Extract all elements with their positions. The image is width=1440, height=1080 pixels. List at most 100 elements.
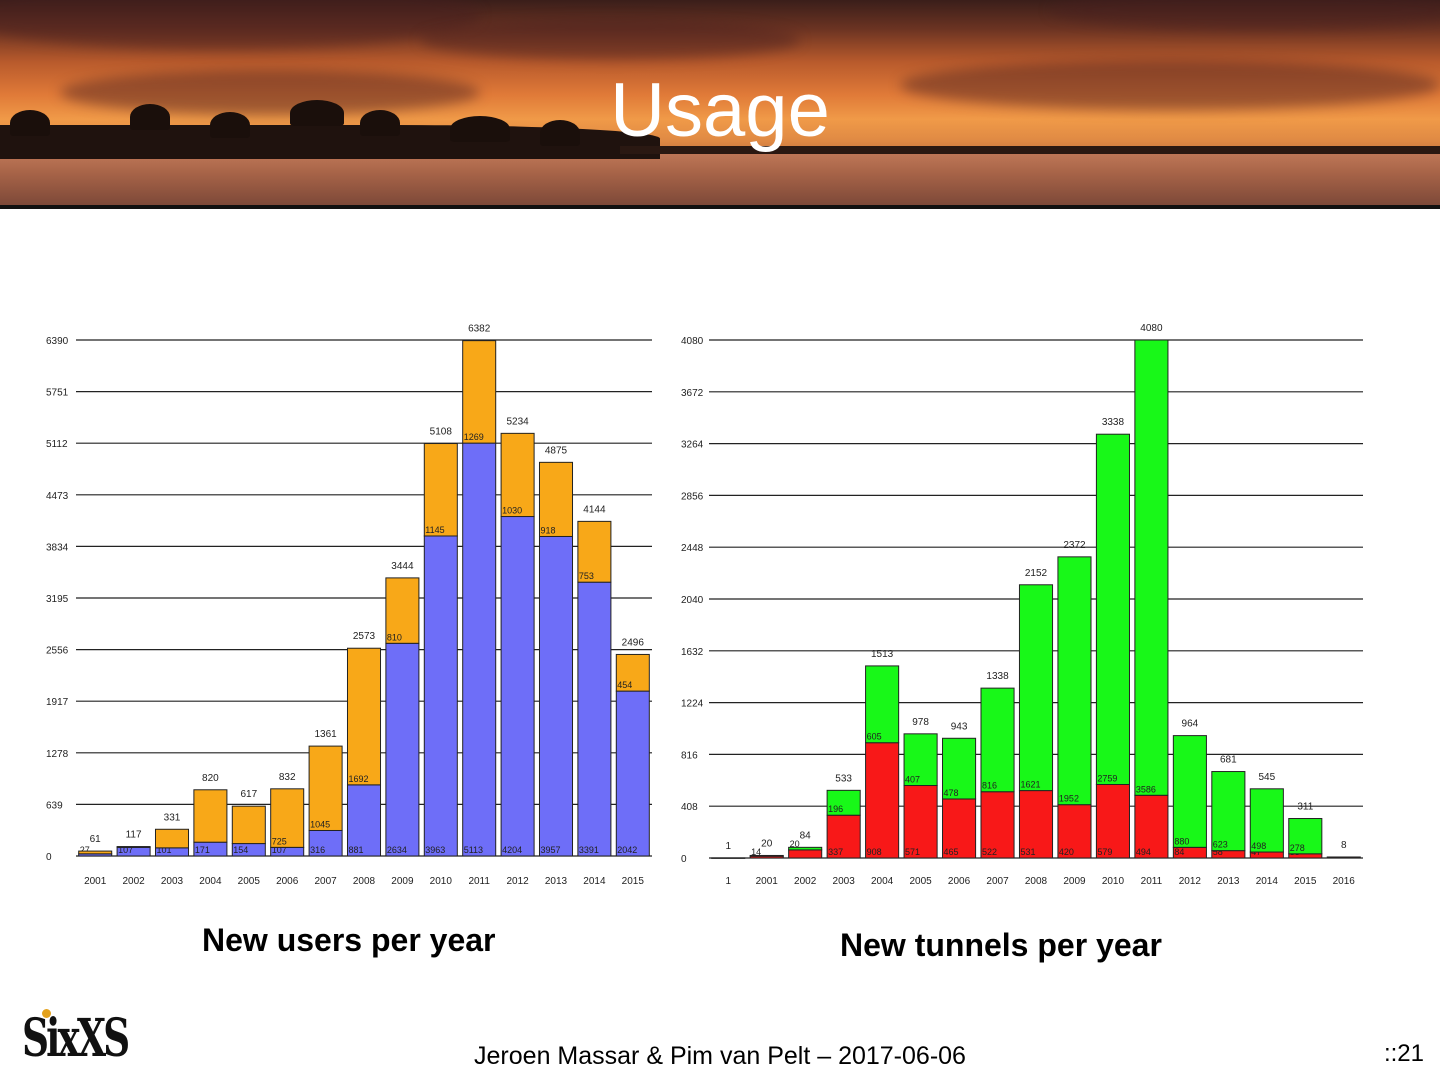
- logo-dot: [42, 1009, 51, 1018]
- y-tick-label: 3195: [46, 594, 69, 605]
- bar-segment: [500, 516, 535, 857]
- bar-segment: [346, 784, 382, 857]
- bar-segment: [462, 442, 497, 857]
- bar-total-label: 832: [279, 772, 296, 783]
- page-number: ::21: [1383, 1040, 1424, 1067]
- bar-total-label: 1513: [871, 649, 894, 660]
- x-tick-label: 2009: [1063, 876, 1086, 887]
- segment-value-label: 918: [540, 525, 555, 535]
- x-tick-label: 2006: [948, 876, 971, 887]
- x-tick-label: 2003: [161, 876, 184, 887]
- bar-total-label: 4080: [1140, 323, 1163, 334]
- segment-value-label: 1145: [425, 525, 444, 535]
- segment-value-label: 4204: [502, 845, 522, 855]
- segment-value-label: 494: [1136, 847, 1151, 857]
- segment-value-label: 880: [1174, 836, 1189, 846]
- sixxs-logo: SixXS: [22, 1008, 130, 1069]
- bar-total-label: 964: [1182, 719, 1199, 730]
- x-tick-label: 2005: [238, 876, 261, 887]
- segment-value-label: 154: [233, 845, 248, 855]
- bar-total-label: 2573: [353, 631, 376, 642]
- bar-segment: [1326, 856, 1361, 859]
- bar-segment: [308, 829, 343, 857]
- x-tick-label: 2002: [794, 876, 817, 887]
- x-tick-label: 2013: [545, 876, 568, 887]
- bar-total-label: 20: [761, 838, 773, 849]
- x-tick-label: 2013: [1217, 876, 1240, 887]
- y-tick-label: 3834: [46, 542, 69, 553]
- bar-segment: [577, 581, 612, 857]
- bar-segment: [385, 642, 420, 857]
- segment-value-label: 1045: [310, 819, 330, 829]
- bar-segment: [1095, 783, 1130, 859]
- bar-total-label: 8: [1341, 840, 1347, 851]
- segment-value-label: 881: [348, 845, 363, 855]
- y-tick-label: 0: [681, 854, 687, 865]
- x-tick-label: 1: [725, 876, 731, 887]
- x-tick-label: 2010: [430, 876, 453, 887]
- bar-total-label: 1361: [314, 729, 337, 740]
- bar-segment: [423, 535, 458, 857]
- bar-segment: [308, 745, 343, 831]
- segment-value-label: 3391: [579, 845, 599, 855]
- segment-value-label: 107: [272, 845, 287, 855]
- x-tick-label: 2011: [1141, 876, 1163, 887]
- bar-total-label: 820: [202, 773, 219, 784]
- bar-total-label: 533: [835, 773, 852, 784]
- bar-segment: [711, 857, 746, 859]
- bar-total-label: 117: [126, 830, 142, 841]
- y-tick-label: 1224: [681, 699, 704, 710]
- segment-value-label: 14: [751, 847, 761, 857]
- users-chart: 0 639 1278 1917 2556 3195 3834 4473 5112 5751 6390…: [46, 324, 652, 887]
- bar-segment: [78, 850, 113, 855]
- segment-value-label: 1952: [1059, 794, 1079, 804]
- segment-value-label: 478: [944, 788, 959, 798]
- bar-segment: [1134, 339, 1169, 796]
- y-tick-label: 5112: [46, 439, 68, 450]
- bar-segment: [1211, 771, 1246, 852]
- segment-value-label: 3963: [425, 845, 445, 855]
- x-tick-label: 2001: [84, 876, 107, 887]
- x-tick-label: 2015: [622, 876, 645, 887]
- y-tick-label: 408: [681, 802, 698, 813]
- segment-value-label: 107: [118, 845, 133, 855]
- bar-total-label: 3338: [1102, 417, 1125, 428]
- banner-sunset-image: [0, 0, 1440, 206]
- bar-segment: [903, 785, 938, 859]
- bar-total-label: 5108: [430, 427, 453, 438]
- y-tick-label: 1278: [46, 749, 69, 760]
- tunnels-chart: 0 408 816 1224 1632 2040 2448 2856 3264 3672 4080 1…: [681, 323, 1363, 887]
- bar-total-label: 1338: [986, 671, 1009, 682]
- x-tick-label: 2008: [353, 876, 376, 887]
- bar-segment: [116, 846, 151, 848]
- bar-segment: [1249, 788, 1284, 853]
- segment-value-label: 810: [387, 632, 402, 642]
- bar-segment: [788, 849, 823, 859]
- y-tick-label: 6390: [46, 336, 69, 347]
- bar-segment: [1172, 735, 1207, 848]
- segment-value-label: 908: [867, 847, 882, 857]
- x-tick-label: 2002: [122, 876, 145, 887]
- bar-segment: [903, 733, 938, 787]
- bar-total-label: 545: [1258, 772, 1275, 783]
- x-tick-label: 2001: [756, 876, 779, 887]
- bar-segment: [346, 647, 382, 786]
- y-tick-label: 639: [46, 800, 63, 811]
- segment-value-label: 579: [1097, 847, 1112, 857]
- y-tick-label: 4080: [681, 336, 704, 347]
- bar-total-label: 943: [951, 721, 968, 732]
- segment-value-label: 278: [1290, 843, 1305, 853]
- y-tick-label: 2556: [46, 646, 69, 657]
- x-tick-label: 2003: [833, 876, 856, 887]
- segment-value-label: 1269: [464, 432, 484, 442]
- bar-segment: [1057, 556, 1092, 806]
- x-tick-label: 2016: [1333, 876, 1356, 887]
- segment-value-label: 3957: [540, 845, 560, 855]
- y-tick-label: 2448: [681, 543, 704, 554]
- bar-total-label: 61: [90, 834, 102, 845]
- bar-segment: [1288, 818, 1323, 855]
- users-chart-caption: New users per year: [202, 922, 496, 958]
- bar-total-label: 2496: [622, 637, 645, 648]
- segment-value-label: 58: [1213, 847, 1223, 857]
- y-tick-label: 2856: [681, 491, 704, 502]
